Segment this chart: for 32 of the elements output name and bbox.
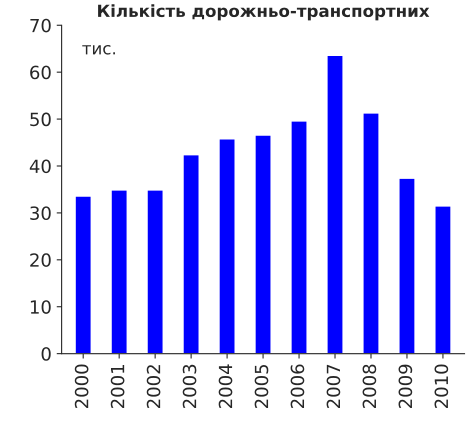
x-tick-label: 2010 <box>434 364 448 408</box>
x-tick-label: 2007 <box>326 364 340 408</box>
x-tick-label: 2000 <box>74 364 88 408</box>
bar <box>398 177 416 354</box>
bar <box>254 134 272 354</box>
y-tick-label: 0 <box>42 347 51 361</box>
x-tick-label: 2005 <box>254 364 268 408</box>
y-tick-label: 10 <box>30 300 51 314</box>
x-tick-label: 2003 <box>182 364 196 408</box>
bar <box>110 189 128 354</box>
y-tick-label: 50 <box>30 112 51 126</box>
bar <box>74 195 92 354</box>
bar <box>290 120 308 354</box>
x-tick-label: 2001 <box>110 365 124 408</box>
y-tick-label: 60 <box>30 66 51 80</box>
y-tick-label: 20 <box>30 253 51 267</box>
bar <box>218 138 236 354</box>
x-tick-label: 2008 <box>362 364 376 408</box>
chart-title: Кількість дорожньо-транспортних <box>98 4 430 20</box>
x-tick-label: 2006 <box>290 364 304 408</box>
bar <box>326 54 344 354</box>
y-tick-label: 40 <box>30 159 51 174</box>
x-tick-label: 2004 <box>218 364 232 408</box>
bar <box>434 205 452 354</box>
x-tick-label: 2002 <box>146 365 160 408</box>
annotation: тис. <box>82 45 115 55</box>
bar <box>362 112 380 354</box>
bar <box>146 189 164 354</box>
y-tick-label: 70 <box>30 18 51 32</box>
x-tick-label: 2009 <box>398 364 412 408</box>
y-tick-label: 30 <box>30 206 51 220</box>
bar <box>182 154 200 354</box>
